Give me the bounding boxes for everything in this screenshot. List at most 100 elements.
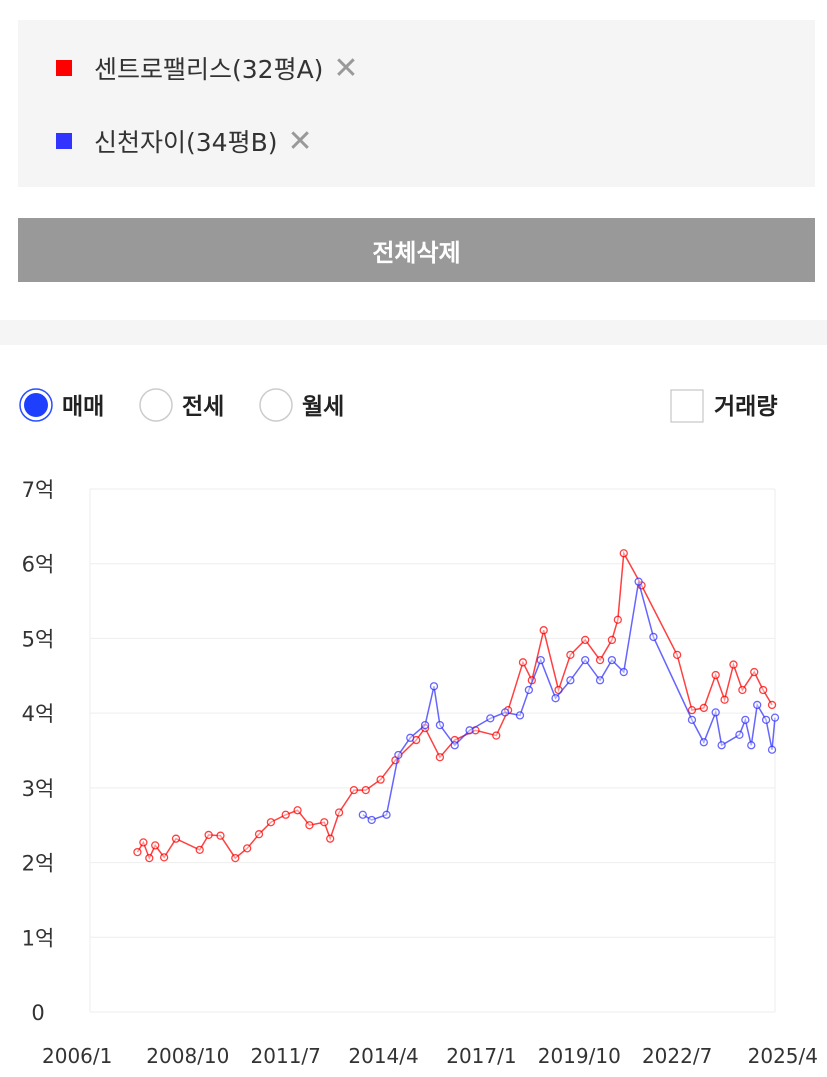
data-point	[747, 741, 756, 750]
data-point	[687, 715, 697, 725]
data-point	[429, 682, 439, 691]
data-point	[420, 720, 430, 730]
data-point	[767, 700, 777, 710]
data-point	[195, 845, 204, 855]
radio-label: 매매	[62, 394, 104, 420]
radio-button[interactable]	[139, 388, 173, 422]
data-point	[595, 655, 605, 665]
data-point	[649, 632, 658, 642]
legend-label: 신천자이(34평B)	[94, 128, 278, 157]
remove-button[interactable]: ✕	[333, 50, 359, 86]
data-point	[720, 695, 729, 704]
data-point	[607, 635, 617, 645]
data-point	[435, 753, 445, 762]
x-tick-label: 2014/4	[348, 1044, 418, 1068]
data-point	[382, 810, 391, 819]
data-point	[687, 706, 697, 715]
data-point	[376, 775, 385, 784]
data-point	[566, 676, 575, 685]
legend-item: 센트로팰리스(32평A) ✕	[56, 48, 359, 88]
legend-swatch	[56, 133, 72, 149]
data-point	[761, 715, 771, 725]
legend-label: 센트로팰리스(32평A)	[94, 55, 324, 84]
legend-swatch	[56, 60, 72, 76]
x-tick-label: 2019/10	[538, 1044, 621, 1068]
y-tick-label: 7억	[22, 478, 55, 502]
selected-list: 센트로팰리스(32평A) ✕ 신천자이(34평B) ✕	[18, 20, 815, 187]
data-point	[741, 715, 750, 725]
data-point	[358, 810, 367, 819]
data-point	[254, 830, 264, 839]
data-point	[406, 733, 415, 742]
data-point	[145, 853, 154, 863]
x-tick-label: 2011/7	[251, 1044, 321, 1068]
data-point	[216, 831, 225, 840]
data-point	[539, 626, 548, 635]
checkbox-label: 거래량	[714, 394, 777, 420]
radio-button[interactable]	[259, 388, 293, 422]
data-point	[281, 810, 290, 819]
y-tick-label: 6억	[22, 553, 55, 577]
separator	[0, 320, 827, 345]
series-line	[136, 550, 773, 861]
data-point	[524, 685, 534, 695]
delete-all-button[interactable]: 전체삭제	[18, 218, 815, 282]
data-point	[607, 655, 617, 665]
data-point	[231, 853, 240, 863]
data-point	[717, 741, 726, 750]
data-point	[326, 834, 335, 843]
data-point	[349, 785, 359, 795]
data-point	[501, 708, 510, 717]
checkbox[interactable]	[670, 389, 704, 423]
y-tick-label: 1억	[22, 926, 55, 950]
radio-dot	[24, 393, 48, 417]
data-point	[758, 685, 768, 695]
data-point	[486, 714, 495, 723]
data-point	[566, 650, 575, 660]
data-point	[435, 720, 445, 730]
data-point	[711, 708, 720, 717]
remove-button[interactable]: ✕	[287, 123, 313, 159]
data-point	[672, 650, 682, 660]
data-point	[266, 818, 276, 827]
data-point	[159, 853, 169, 862]
data-point	[133, 847, 142, 857]
y-tick-label: 5억	[22, 627, 55, 651]
data-point	[595, 676, 605, 685]
data-point	[699, 738, 708, 747]
y-tick-label: 2억	[22, 852, 55, 876]
data-point	[735, 730, 744, 739]
data-point	[767, 745, 777, 754]
data-point	[619, 667, 628, 677]
data-point	[711, 670, 720, 680]
data-point	[305, 821, 314, 830]
data-point	[243, 844, 252, 853]
data-point	[492, 731, 501, 740]
data-point	[394, 750, 403, 760]
data-point	[518, 658, 528, 667]
x-tick-label: 2025/4	[748, 1044, 818, 1068]
data-point	[361, 785, 370, 795]
series-line	[362, 581, 776, 821]
data-point	[204, 830, 213, 840]
data-point	[171, 834, 181, 843]
data-point	[334, 808, 344, 817]
radio-label: 전세	[182, 394, 224, 420]
data-point	[753, 700, 762, 710]
data-point	[465, 726, 474, 735]
data-point	[750, 667, 759, 677]
data-point	[293, 806, 302, 815]
data-point	[729, 660, 738, 669]
data-point	[738, 685, 747, 695]
data-point	[613, 615, 622, 624]
y-tick-label: 3억	[22, 777, 55, 801]
data-point	[320, 818, 329, 827]
data-point	[699, 703, 708, 713]
data-point	[634, 577, 643, 586]
data-point	[770, 713, 780, 722]
data-point	[151, 841, 160, 850]
y-tick-label: 4억	[22, 702, 55, 726]
y-tick-label: 0	[31, 1001, 44, 1025]
data-point	[515, 711, 525, 720]
